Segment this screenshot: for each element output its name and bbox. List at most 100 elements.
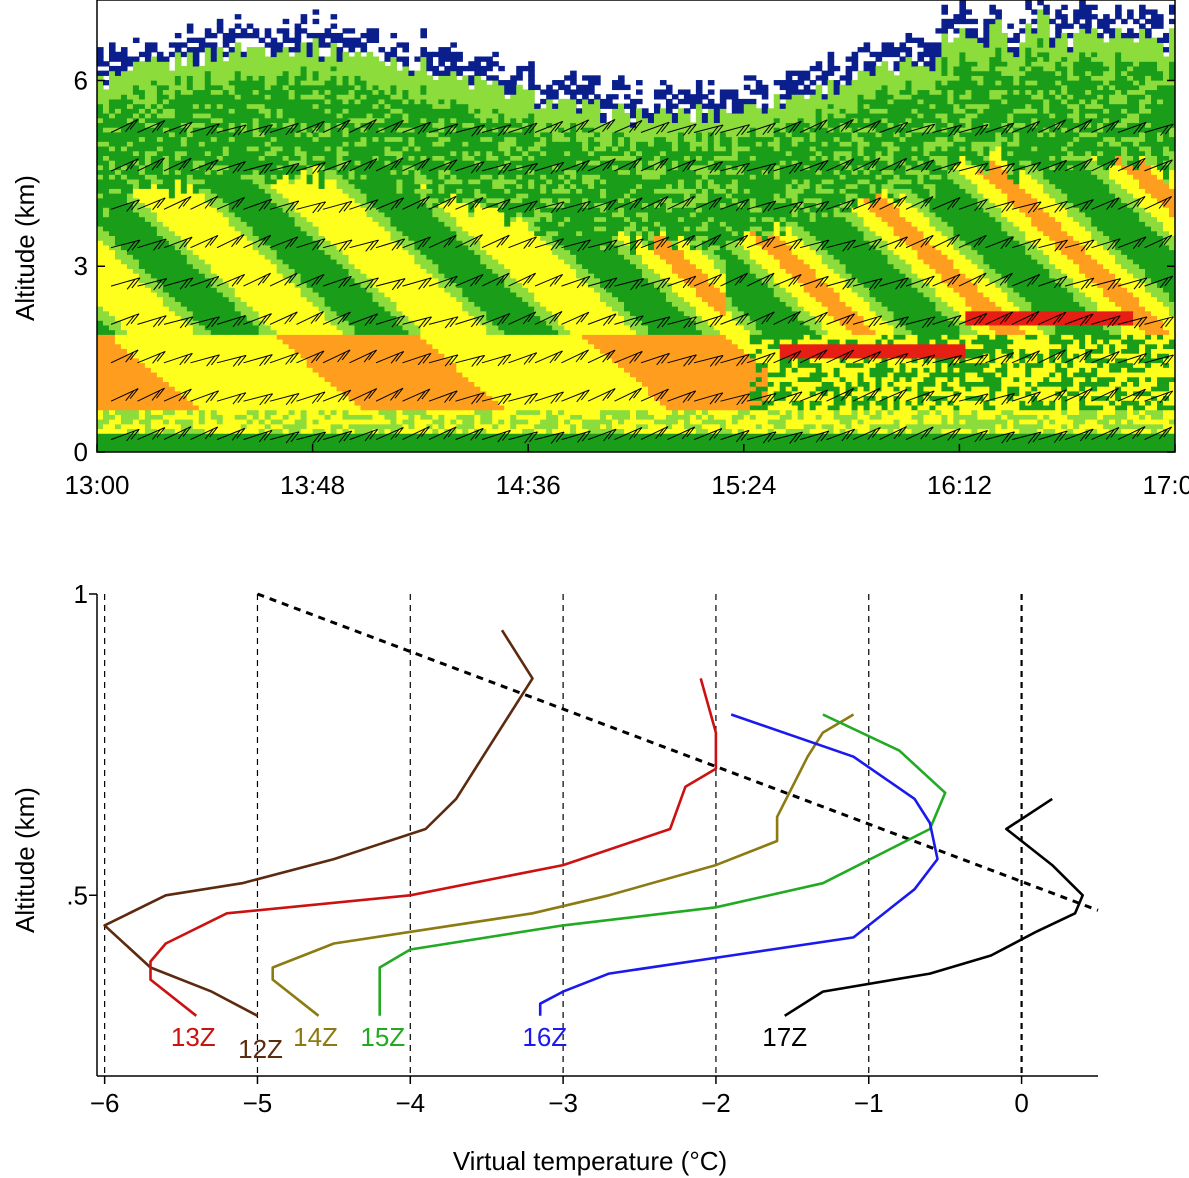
radar-cell [300, 367, 308, 373]
radar-cell [204, 400, 212, 406]
radar-cell [414, 362, 421, 368]
radar-cell [390, 306, 398, 312]
radar-cell [420, 183, 427, 189]
radar-cell [234, 324, 242, 331]
radar-cell [342, 51, 350, 58]
radar-cell [102, 273, 110, 279]
radar-cell [306, 122, 314, 128]
radar-cell [252, 131, 260, 138]
radar-cell [192, 291, 200, 298]
radar-cell [414, 193, 421, 199]
radar-cell [186, 226, 194, 232]
radar-cell [330, 400, 338, 406]
radar-cell [210, 244, 218, 251]
radar-cell [186, 296, 194, 302]
radar-cell [276, 414, 284, 420]
radar-cell [342, 183, 350, 189]
radar-cell [138, 263, 146, 269]
radar-cell [126, 75, 134, 81]
radar-cell [306, 404, 314, 411]
radar-cell [366, 226, 374, 232]
radar-cell [138, 80, 146, 86]
radar-cell [180, 216, 188, 222]
radar-cell [390, 226, 398, 232]
radar-cell [348, 47, 356, 53]
radar-cell [120, 433, 128, 439]
radar-cell [240, 169, 248, 175]
radar-cell [132, 362, 140, 368]
radar-cell [402, 348, 410, 354]
radar-cell [258, 70, 266, 76]
radar-cell [150, 89, 158, 95]
radar-cell [222, 376, 230, 382]
radar-cell [120, 277, 128, 284]
radar-cell [246, 400, 254, 406]
radar-cell [336, 447, 344, 452]
radar-cell [120, 414, 128, 420]
radar-cell [336, 254, 344, 260]
radar-cell [108, 404, 116, 411]
radar-cell [228, 131, 236, 138]
radar-cell [318, 447, 326, 452]
radar-cell [408, 315, 416, 321]
radar-cell [390, 80, 398, 86]
radar-cell [186, 339, 194, 345]
radar-cell [360, 437, 368, 444]
radar-cell [324, 339, 332, 345]
radar-cell [300, 145, 308, 152]
radar-cell [228, 61, 236, 67]
radar-cell [354, 89, 362, 95]
radar-cell [102, 131, 110, 138]
radar-cell [360, 61, 368, 67]
radar-cell [222, 254, 230, 260]
radar-cell [246, 61, 254, 67]
radar-cell [162, 75, 170, 81]
radar-cell [426, 447, 433, 452]
radar-cell [246, 320, 254, 326]
radar-cell [222, 249, 230, 255]
radar-cell [282, 141, 290, 147]
radar-cell [420, 169, 427, 175]
radar-cell [348, 211, 356, 218]
radar-cell [288, 244, 296, 251]
radar-cell [360, 183, 368, 189]
radar-cell [162, 122, 170, 128]
radar-cell [156, 287, 164, 293]
radar-cell [198, 127, 206, 133]
radar-cell [276, 155, 284, 161]
radar-cell [234, 169, 242, 175]
radar-cell [378, 348, 386, 354]
radar-cell [204, 324, 212, 331]
radar-cell [132, 113, 140, 119]
radar-cell [324, 155, 332, 161]
radar-cell [300, 409, 308, 415]
radar-cell [414, 188, 421, 194]
radar-cell [246, 127, 254, 133]
radar-cell [348, 376, 356, 382]
radar-cell [438, 160, 445, 166]
radar-cell [156, 169, 164, 175]
radar-cell [282, 136, 290, 142]
radar-cell [336, 301, 344, 307]
radar-cell [150, 84, 158, 91]
radar-cell [390, 419, 398, 425]
radar-cell [246, 70, 254, 76]
radar-cell [228, 216, 236, 222]
radar-cell [318, 56, 326, 62]
radar-cell [198, 357, 206, 364]
radar-cell [306, 343, 314, 350]
radar-cell [360, 193, 368, 199]
radar-cell [168, 75, 176, 81]
radar-cell [270, 306, 278, 312]
radar-cell [324, 113, 332, 119]
radar-cell [156, 131, 164, 138]
radar-cell [97, 188, 104, 194]
radar-cell [318, 244, 326, 251]
radar-cell [186, 249, 194, 255]
radar-cell [276, 277, 284, 284]
radar-cell [114, 282, 122, 288]
radar-cell [330, 348, 338, 354]
radar-cell [270, 193, 278, 199]
radar-cell [138, 178, 146, 185]
radar-cell [342, 178, 350, 185]
